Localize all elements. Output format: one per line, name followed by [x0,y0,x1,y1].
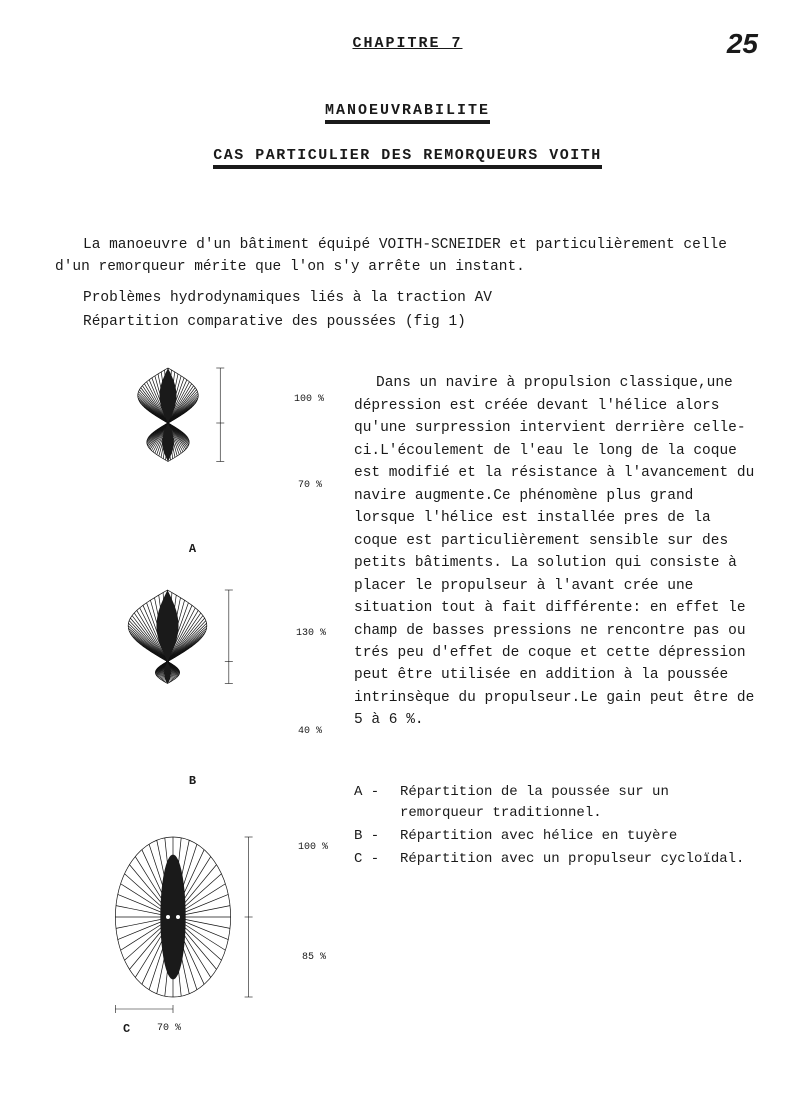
legend-a-key: A - [354,782,400,824]
legend-b-text: Répartition avec hélice en tuyère [400,826,760,847]
intro-paragraph: La manoeuvre d'un bâtiment équipé VOITH-… [55,234,760,279]
page-number: 25 [727,28,758,60]
thrust-diagram-a-icon [93,358,293,538]
figure-c-side-pct: 70 % [157,1023,181,1034]
legend-item-a: A - Répartition de la poussée sur un rem… [354,782,760,824]
legend-c-text: Répartition avec un propulseur cycloïdal… [400,849,760,870]
body-paragraph: Dans un navire à propulsion classique,un… [354,372,760,732]
text-column: Dans un navire à propulsion classique,un… [354,358,760,1056]
figure-a: 100 % 70 % A [55,358,330,556]
figure-c: 100 % 85 % 70 % C [55,812,330,1032]
title-sub-text: CAS PARTICULIER DES REMORQUEURS VOITH [213,147,602,166]
title-main-text: MANOEUVRABILITE [325,102,490,121]
legend-item-b: B - Répartition avec hélice en tuyère [354,826,760,847]
figure-a-label: A [55,542,330,556]
two-column-layout: 100 % 70 % A 130 % 40 % B 100 % 85 % 70 … [55,358,760,1056]
figure-c-top-pct: 100 % [298,842,328,853]
figure-b-top-pct: 130 % [296,628,326,639]
chapter-heading: CHAPITRE 7 [55,35,760,52]
subheading-1: Problèmes hydrodynamiques liés à la trac… [55,287,760,309]
title-main: MANOEUVRABILITE [55,102,760,119]
figure-c-bot-pct: 85 % [302,952,326,963]
figure-b-label: B [55,774,330,788]
figure-b-bot-pct: 40 % [298,726,322,737]
legend-b-key: B - [354,826,400,847]
legend-a-text: Répartition de la poussée sur un remorqu… [400,782,760,824]
figure-b: 130 % 40 % B [55,580,330,788]
thrust-diagram-b-icon [90,580,295,770]
subheading-2: Répartition comparative des poussées (fi… [55,311,760,333]
page: 25 CHAPITRE 7 MANOEUVRABILITE CAS PARTIC… [0,0,800,1100]
figure-legend: A - Répartition de la poussée sur un rem… [354,782,760,870]
thrust-diagram-c-icon [78,812,308,1032]
legend-c-key: C - [354,849,400,870]
legend-item-c: C - Répartition avec un propulseur cyclo… [354,849,760,870]
figures-column: 100 % 70 % A 130 % 40 % B 100 % 85 % 70 … [55,358,330,1056]
figure-c-label: C [123,1022,130,1036]
figure-a-bot-pct: 70 % [298,480,322,491]
title-sub: CAS PARTICULIER DES REMORQUEURS VOITH [55,147,760,164]
figure-a-top-pct: 100 % [294,394,324,405]
